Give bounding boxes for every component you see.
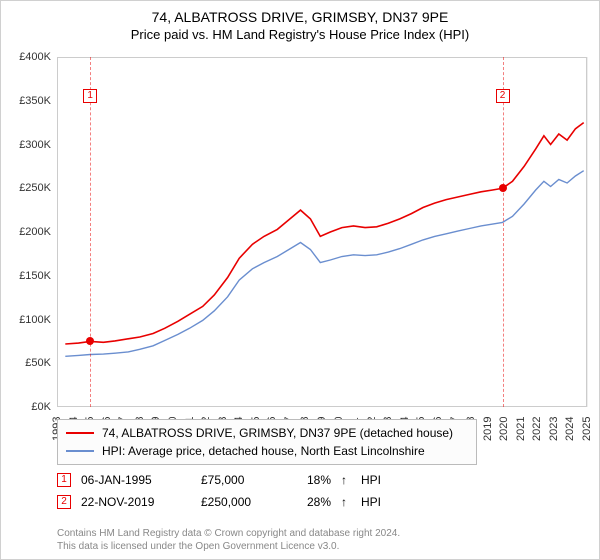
x-axis-label: 2020 [498, 429, 510, 441]
sale-dot-icon [499, 184, 507, 192]
x-axis-label: 2019 [482, 429, 494, 441]
y-axis-label: £0K [1, 401, 51, 413]
sale-vline [90, 57, 91, 407]
legend-swatch [66, 450, 94, 452]
arrow-up-icon: ↑ [341, 473, 351, 487]
footer-line: Contains HM Land Registry data © Crown c… [57, 527, 400, 540]
y-axis-label: £400K [1, 51, 51, 63]
legend-label: 74, ALBATROSS DRIVE, GRIMSBY, DN37 9PE (… [102, 426, 453, 440]
sale-date: 22-NOV-2019 [81, 495, 191, 509]
sales-row: 1 06-JAN-1995 £75,000 18% ↑ HPI [57, 469, 381, 491]
footer-line: This data is licensed under the Open Gov… [57, 540, 400, 553]
line-series-svg [57, 57, 587, 407]
sale-marker-icon: 1 [57, 473, 71, 487]
arrow-up-icon: ↑ [341, 495, 351, 509]
y-axis-label: £50K [1, 357, 51, 369]
legend-label: HPI: Average price, detached house, Nort… [102, 444, 425, 458]
legend-box: 74, ALBATROSS DRIVE, GRIMSBY, DN37 9PE (… [57, 419, 477, 465]
sales-table: 1 06-JAN-1995 £75,000 18% ↑ HPI 2 22-NOV… [57, 469, 381, 513]
chart-title: 74, ALBATROSS DRIVE, GRIMSBY, DN37 9PE [1, 1, 599, 27]
chart-subtitle: Price paid vs. HM Land Registry's House … [1, 27, 599, 48]
x-axis-label: 2023 [548, 429, 560, 441]
sale-price: £250,000 [201, 495, 281, 509]
sales-row: 2 22-NOV-2019 £250,000 28% ↑ HPI [57, 491, 381, 513]
sale-suffix: HPI [361, 495, 381, 509]
sale-pct: 28% [291, 495, 331, 509]
y-axis-label: £200K [1, 226, 51, 238]
series-line [65, 171, 583, 357]
x-axis-label: 2022 [531, 429, 543, 441]
sale-pct: 18% [291, 473, 331, 487]
x-axis-label: 2021 [515, 429, 527, 441]
y-axis-label: £100K [1, 314, 51, 326]
sale-date: 06-JAN-1995 [81, 473, 191, 487]
series-line [65, 123, 583, 344]
sale-marker-icon: 2 [57, 495, 71, 509]
sale-suffix: HPI [361, 473, 381, 487]
sale-price: £75,000 [201, 473, 281, 487]
y-axis-label: £250K [1, 182, 51, 194]
legend-item: 74, ALBATROSS DRIVE, GRIMSBY, DN37 9PE (… [66, 424, 468, 442]
sale-dot-icon [86, 337, 94, 345]
y-axis-label: £150K [1, 270, 51, 282]
y-axis-label: £300K [1, 139, 51, 151]
sale-vline [503, 57, 504, 407]
y-axis-label: £350K [1, 95, 51, 107]
sale-marker-box: 1 [83, 89, 97, 103]
attribution-footer: Contains HM Land Registry data © Crown c… [57, 527, 400, 553]
legend-item: HPI: Average price, detached house, Nort… [66, 442, 468, 460]
x-axis-label: 2024 [564, 429, 576, 441]
legend-swatch [66, 432, 94, 434]
x-axis-label: 2025 [581, 429, 593, 441]
sale-marker-box: 2 [496, 89, 510, 103]
chart-container: 74, ALBATROSS DRIVE, GRIMSBY, DN37 9PE P… [0, 0, 600, 560]
